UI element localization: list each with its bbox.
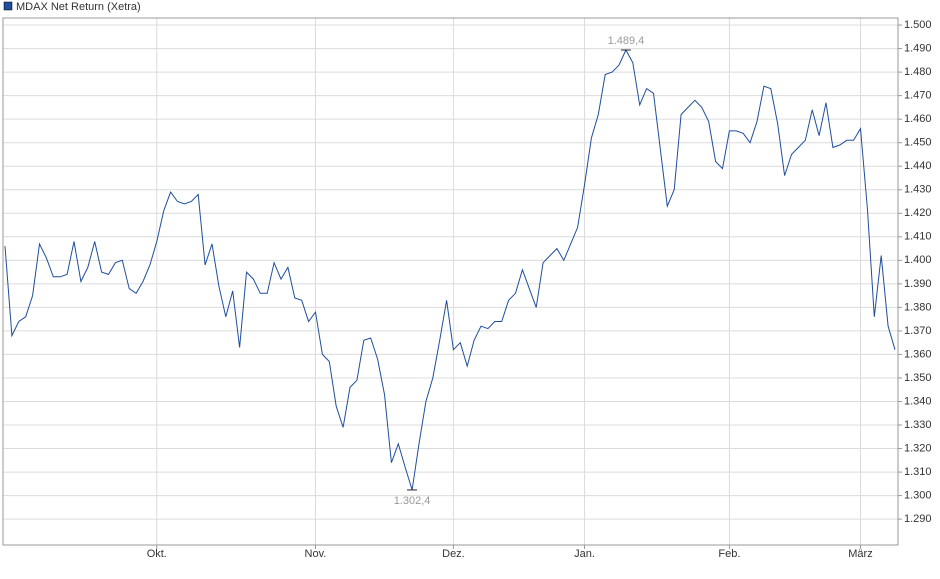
y-tick-label: 1.320 [904,442,932,454]
y-tick-label: 1.490 [904,42,932,54]
y-tick-label: 1.380 [904,301,932,313]
legend: MDAX Net Return (Xetra) [3,1,141,13]
y-tick-label: 1.400 [904,254,932,266]
y-tick-label: 1.500 [904,19,932,31]
y-tick-label: 1.300 [904,490,932,502]
y-tick-label: 1.290 [904,513,932,525]
x-tick-label: Feb. [718,548,740,560]
y-tick-label: 1.420 [904,207,932,219]
x-tick-label: Dez. [442,548,465,560]
y-tick-label: 1.460 [904,113,932,125]
y-tick-label: 1.480 [904,66,932,78]
y-tick-label: 1.330 [904,419,932,431]
y-tick-label: 1.440 [904,160,932,172]
x-tick-label: März [848,548,872,560]
plot-frame [2,17,899,546]
y-tick-label: 1.370 [904,325,932,337]
y-tick-label: 1.350 [904,372,932,384]
legend-label: MDAX Net Return (Xetra) [16,1,141,13]
value-label: 1.489,4 [608,35,645,47]
legend-swatch [3,1,13,11]
y-tick-label: 1.450 [904,137,932,149]
x-tick-label: Nov. [305,548,327,560]
data-line [4,48,896,491]
x-tick-label: Jan. [574,548,595,560]
y-tick-label: 1.360 [904,348,932,360]
y-tick-label: 1.470 [904,90,932,102]
y-tick-label: 1.390 [904,278,932,290]
y-tick-label: 1.430 [904,184,932,196]
y-tick-label: 1.310 [904,466,932,478]
value-label: 1.302,4 [394,495,431,507]
x-tick-label: Okt. [147,548,167,560]
y-tick-label: 1.410 [904,231,932,243]
y-tick-label: 1.340 [904,395,932,407]
